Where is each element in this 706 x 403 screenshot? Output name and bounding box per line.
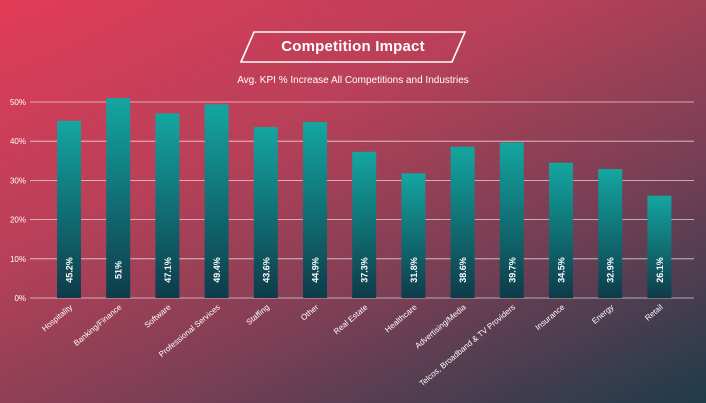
bar-value-label: 45.2% [65, 257, 75, 283]
bar-value-label: 51% [114, 261, 124, 279]
bar-value-label: 26.1% [655, 257, 665, 283]
bar [647, 195, 672, 298]
bar-value-label: 39.7% [507, 257, 517, 283]
bar-value-label: 32.9% [606, 257, 616, 283]
bar [499, 142, 524, 298]
bar [352, 151, 377, 298]
bar-value-label: 47.1% [163, 257, 173, 283]
bar [57, 120, 81, 298]
bar-value-label: 44.9% [311, 257, 321, 283]
bar-value-label: 38.6% [458, 257, 468, 283]
bar [549, 162, 573, 298]
y-tick-label: 0% [14, 294, 26, 303]
bar-value-label: 34.5% [557, 257, 567, 283]
x-category-label: Healthcare [383, 302, 419, 334]
x-category-label: Retail [643, 302, 665, 322]
y-tick-label: 50% [10, 98, 26, 107]
bar [106, 98, 131, 298]
bar [401, 173, 426, 298]
chart-subtitle: Avg. KPI % Increase All Competitions and… [237, 75, 469, 86]
y-tick-label: 30% [10, 176, 26, 185]
x-category-label: Other [299, 302, 320, 322]
x-category-label: Hospitality [40, 303, 74, 334]
bar [303, 121, 327, 298]
bar-value-label: 49.4% [212, 257, 222, 283]
title-parallelogram [240, 31, 466, 63]
bar-value-label: 43.6% [261, 257, 271, 283]
x-category-label: Energy [590, 303, 615, 326]
chart-title: Competition Impact [281, 38, 425, 55]
bar-value-label: 31.8% [409, 257, 419, 283]
bar-value-label: 37.3% [360, 257, 370, 283]
x-category-label: Staffing [245, 303, 271, 327]
title-box: Competition Impact [240, 31, 466, 63]
bar [204, 104, 229, 299]
bar [598, 169, 623, 298]
x-category-label: Insurance [534, 302, 567, 332]
bar [450, 146, 475, 298]
y-tick-label: 20% [10, 216, 26, 225]
x-category-label: Banking/Finance [72, 302, 124, 348]
bar [155, 113, 180, 298]
y-tick-label: 40% [10, 137, 26, 146]
x-category-label: Telcos, Broadband & TV Providers [418, 303, 517, 388]
x-category-label: Advertising/Media [413, 302, 468, 350]
x-category-label: Real Estate [332, 302, 370, 336]
y-tick-label: 10% [10, 255, 26, 264]
x-category-label: Software [143, 302, 173, 330]
bar [253, 127, 278, 298]
